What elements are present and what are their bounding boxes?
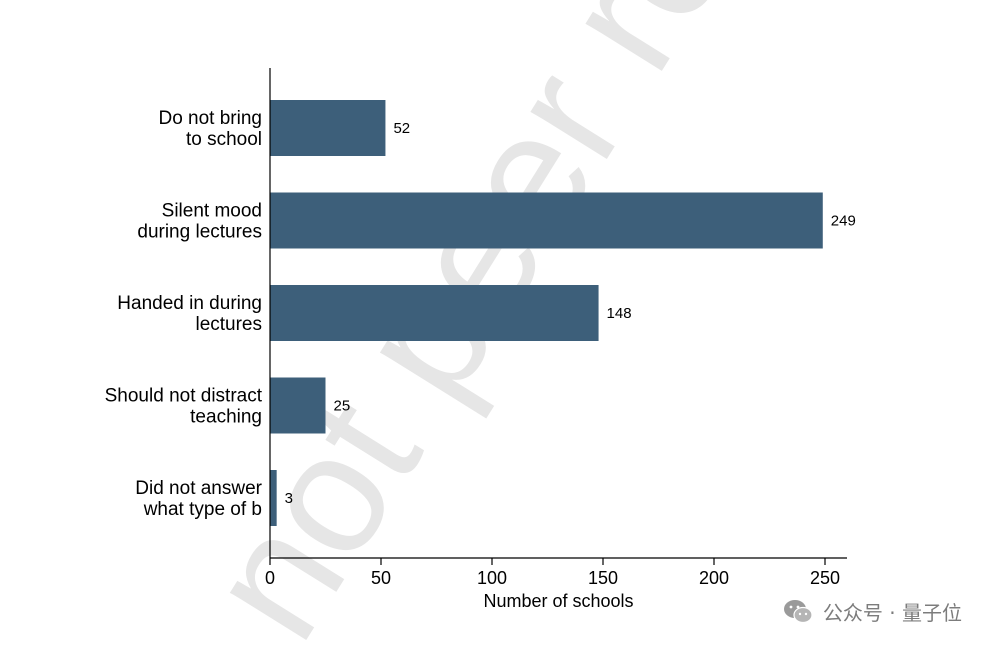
bar (270, 100, 386, 156)
bars (270, 100, 823, 526)
category-label: Should not distract teaching (105, 386, 263, 428)
x-tick-label: 200 (699, 568, 729, 588)
category-label: Silent mood during lectures (137, 201, 262, 243)
bar (270, 470, 277, 526)
x-tick-label: 50 (371, 568, 391, 588)
bar (270, 377, 326, 434)
wechat-icon (783, 599, 813, 623)
x-axis-title: Number of schools (483, 591, 633, 611)
data-label: 249 (831, 213, 856, 230)
category-label: Did not answer what type of b (135, 478, 262, 520)
data-label: 148 (607, 305, 632, 322)
brand-watermark: 公众号 · 量子位 (783, 597, 962, 626)
x-tick-label: 250 (810, 568, 840, 588)
category-labels: Do not bring to school Silent mood during l… (105, 108, 263, 520)
x-axis-ticks: 0 50 100 150 200 250 (265, 558, 840, 588)
data-label: 25 (334, 398, 351, 415)
category-label: Handed in during lectures (117, 293, 262, 335)
x-tick-label: 150 (588, 568, 618, 588)
x-tick-label: 0 (265, 568, 275, 588)
bar (270, 192, 823, 249)
category-label: Do not bring to school (158, 108, 262, 150)
data-label: 52 (393, 120, 410, 137)
data-label: 3 (285, 490, 293, 507)
bar (270, 285, 599, 341)
data-labels: 52 249 148 25 3 (285, 120, 856, 507)
x-tick-label: 100 (477, 568, 507, 588)
brand-text: 公众号 · 量子位 (822, 601, 962, 625)
